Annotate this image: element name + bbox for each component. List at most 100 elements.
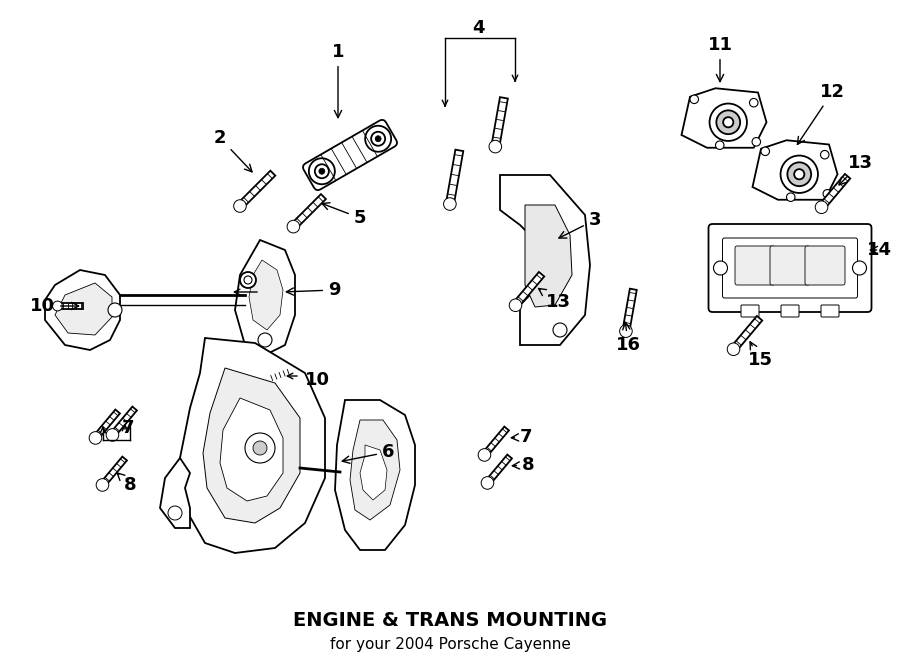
Circle shape xyxy=(794,169,805,179)
Circle shape xyxy=(375,136,381,142)
Circle shape xyxy=(727,343,740,355)
Circle shape xyxy=(106,428,119,442)
Text: 16: 16 xyxy=(616,322,641,354)
Circle shape xyxy=(478,449,491,461)
Circle shape xyxy=(750,99,758,107)
Text: 7: 7 xyxy=(511,428,533,446)
FancyBboxPatch shape xyxy=(770,246,810,285)
Circle shape xyxy=(365,126,392,152)
Text: 14: 14 xyxy=(867,241,892,259)
Text: 3: 3 xyxy=(559,211,601,238)
Polygon shape xyxy=(525,205,572,307)
Polygon shape xyxy=(113,406,137,434)
Polygon shape xyxy=(45,270,120,350)
Polygon shape xyxy=(729,345,738,354)
Circle shape xyxy=(482,477,494,489)
Polygon shape xyxy=(289,222,298,232)
Circle shape xyxy=(253,441,267,455)
Polygon shape xyxy=(335,400,415,550)
Circle shape xyxy=(371,132,385,146)
Text: 5: 5 xyxy=(322,203,366,227)
Text: 10: 10 xyxy=(305,371,330,389)
Polygon shape xyxy=(97,481,107,490)
Text: 6: 6 xyxy=(342,443,394,463)
Circle shape xyxy=(262,375,271,385)
Polygon shape xyxy=(500,175,590,345)
Polygon shape xyxy=(55,283,112,335)
Polygon shape xyxy=(54,303,61,309)
Polygon shape xyxy=(350,420,400,520)
Text: 13: 13 xyxy=(839,154,873,185)
Polygon shape xyxy=(203,368,300,523)
Circle shape xyxy=(509,299,522,312)
Circle shape xyxy=(309,158,335,184)
Circle shape xyxy=(89,432,102,444)
Circle shape xyxy=(240,272,256,288)
FancyBboxPatch shape xyxy=(723,238,858,298)
Circle shape xyxy=(690,95,698,103)
Circle shape xyxy=(315,164,328,178)
Text: 13: 13 xyxy=(538,289,571,311)
Polygon shape xyxy=(104,457,127,483)
Circle shape xyxy=(716,141,724,150)
Polygon shape xyxy=(268,369,292,381)
Polygon shape xyxy=(510,301,520,310)
FancyBboxPatch shape xyxy=(303,120,397,190)
Polygon shape xyxy=(240,171,275,205)
FancyBboxPatch shape xyxy=(805,246,845,285)
Text: 7: 7 xyxy=(122,419,134,437)
Text: 4: 4 xyxy=(472,19,484,37)
Text: 8: 8 xyxy=(117,473,136,494)
Polygon shape xyxy=(294,194,326,226)
FancyBboxPatch shape xyxy=(735,246,775,285)
Circle shape xyxy=(319,168,325,174)
Polygon shape xyxy=(61,303,83,309)
Circle shape xyxy=(52,301,62,311)
Polygon shape xyxy=(624,289,636,327)
Text: 15: 15 xyxy=(748,342,772,369)
Text: 10: 10 xyxy=(30,297,78,315)
Polygon shape xyxy=(446,199,454,209)
Text: 1: 1 xyxy=(332,43,344,118)
Polygon shape xyxy=(485,426,508,453)
Text: ENGINE & TRANS MOUNTING: ENGINE & TRANS MOUNTING xyxy=(292,610,608,630)
Circle shape xyxy=(852,261,867,275)
Circle shape xyxy=(234,200,247,213)
Text: 2: 2 xyxy=(214,129,252,172)
Polygon shape xyxy=(235,201,245,211)
Polygon shape xyxy=(360,445,387,500)
Polygon shape xyxy=(492,97,508,143)
Circle shape xyxy=(752,138,760,146)
Polygon shape xyxy=(488,455,512,481)
Polygon shape xyxy=(480,450,490,459)
Polygon shape xyxy=(160,458,190,528)
Circle shape xyxy=(287,220,300,233)
Circle shape xyxy=(823,189,832,198)
Polygon shape xyxy=(249,260,283,330)
Circle shape xyxy=(245,433,275,463)
FancyBboxPatch shape xyxy=(741,305,759,317)
Polygon shape xyxy=(734,316,762,348)
Polygon shape xyxy=(681,88,767,148)
Circle shape xyxy=(168,506,182,520)
Polygon shape xyxy=(263,376,270,384)
Polygon shape xyxy=(235,240,295,355)
Circle shape xyxy=(709,103,747,141)
Text: 11: 11 xyxy=(707,36,733,81)
Circle shape xyxy=(815,201,828,214)
Circle shape xyxy=(489,140,501,153)
Polygon shape xyxy=(96,410,120,436)
Circle shape xyxy=(108,303,122,317)
Polygon shape xyxy=(816,203,826,212)
Polygon shape xyxy=(491,142,500,152)
Circle shape xyxy=(96,479,109,491)
Text: 9: 9 xyxy=(286,281,340,299)
Polygon shape xyxy=(752,140,838,200)
Polygon shape xyxy=(516,272,544,304)
Polygon shape xyxy=(108,430,117,440)
Circle shape xyxy=(444,198,456,211)
Polygon shape xyxy=(621,326,631,336)
Polygon shape xyxy=(822,174,850,206)
Circle shape xyxy=(716,111,740,134)
FancyBboxPatch shape xyxy=(821,305,839,317)
